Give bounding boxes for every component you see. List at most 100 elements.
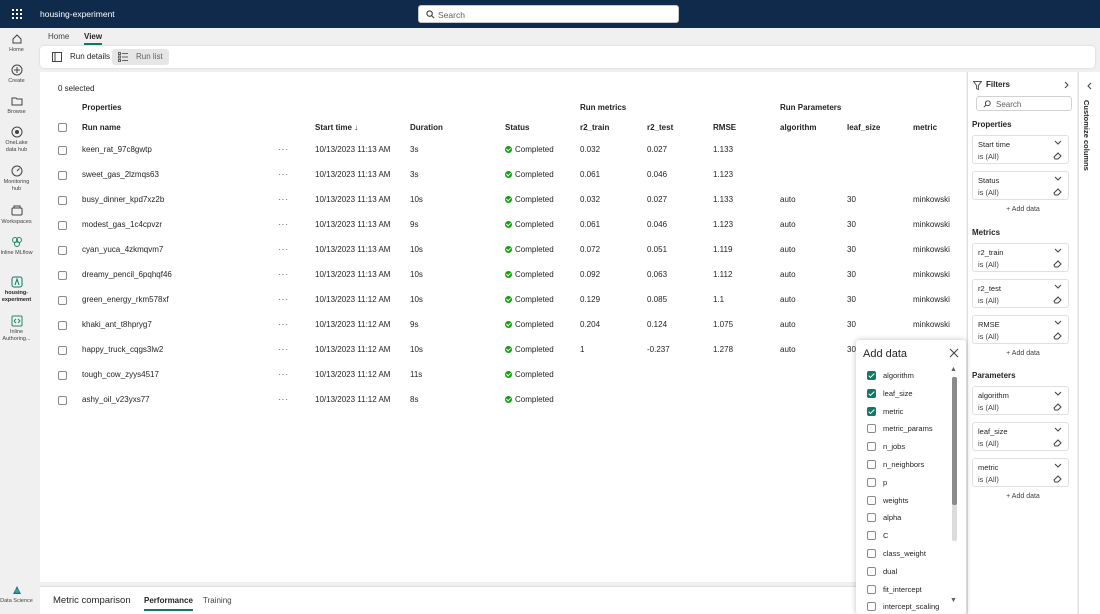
clear-filter-icon[interactable] [1053, 331, 1062, 340]
chevron-down-icon[interactable] [1054, 319, 1062, 326]
col-start-time[interactable]: Start time ↓ [315, 123, 358, 132]
table-row[interactable]: busy_dinner_kpd7xz2b ··· 10/13/2023 11:13 … [40, 195, 966, 220]
add-data-link[interactable]: + Add data [1006, 206, 1040, 213]
scroll-down-icon[interactable]: ▼ [950, 597, 957, 604]
col-algorithm[interactable]: algorithm [780, 123, 817, 132]
global-search-input[interactable]: Search [418, 5, 679, 23]
option-checkbox[interactable] [867, 442, 876, 452]
rail-browse[interactable]: Browse [0, 95, 33, 116]
table-row[interactable]: keen_rat_97c8gwtp ··· 10/13/2023 11:13 AM 3… [40, 145, 966, 170]
run-name-cell[interactable]: sweet_gas_2lzmqs63 [82, 170, 159, 179]
row-checkbox[interactable] [58, 321, 67, 330]
rail-monitoring[interactable]: Monitoring hub [0, 165, 33, 192]
tab-performance[interactable]: Performance [144, 596, 193, 611]
add-data-option[interactable]: n_neighbors [867, 460, 962, 472]
col-leaf-size[interactable]: leaf_size [847, 123, 881, 132]
filter-search-input[interactable]: Search [976, 96, 1072, 111]
clear-filter-icon[interactable] [1053, 474, 1062, 483]
more-options-icon[interactable]: ··· [278, 170, 289, 179]
filter-card[interactable]: leaf_size is (All) [972, 422, 1069, 451]
more-options-icon[interactable]: ··· [278, 320, 289, 329]
filter-card[interactable]: r2_test is (All) [972, 279, 1069, 308]
option-checkbox[interactable] [867, 371, 876, 380]
run-name-cell[interactable]: cyan_yuca_4zkmqvm7 [82, 245, 164, 254]
chevron-left-icon[interactable] [1086, 82, 1093, 90]
filter-card[interactable]: Start time is (All) [972, 135, 1069, 164]
run-name-cell[interactable]: ashy_oil_v23yxs77 [82, 395, 150, 404]
option-checkbox[interactable] [867, 424, 876, 434]
rail-onelake[interactable]: OneLake data hub [0, 126, 33, 153]
option-checkbox[interactable] [867, 495, 876, 505]
clear-filter-icon[interactable] [1053, 259, 1062, 268]
run-name-cell[interactable]: busy_dinner_kpd7xz2b [82, 195, 165, 204]
add-data-option[interactable]: dual [867, 566, 962, 579]
run-name-cell[interactable]: happy_truck_cqgs3lw2 [82, 345, 164, 354]
more-options-icon[interactable]: ··· [278, 295, 289, 304]
rail-inline-mlflow[interactable]: Inline MLflow [0, 236, 33, 257]
chevron-down-icon[interactable] [1054, 247, 1062, 254]
rail-inline-authoring[interactable]: Inline Authoring... [0, 315, 33, 342]
chevron-down-icon[interactable] [1054, 139, 1062, 146]
customize-columns-pane[interactable]: Customize columns [1078, 72, 1100, 614]
add-data-option[interactable]: intercept_scaling [867, 602, 962, 614]
col-status[interactable]: Status [505, 123, 530, 132]
add-data-link[interactable]: + Add data [1006, 493, 1040, 500]
run-name-cell[interactable]: tough_cow_zyys4517 [82, 370, 159, 379]
tab-home[interactable]: Home [48, 32, 70, 41]
table-row[interactable]: dreamy_pencil_6pqhqf46 ··· 10/13/2023 11:1… [40, 270, 966, 295]
table-row[interactable]: modest_gas_1c4cpvzr ··· 10/13/2023 11:13 A… [40, 220, 966, 245]
run-list-button[interactable]: Run list [112, 49, 169, 65]
table-row[interactable]: tough_cow_zyys4517 ··· 10/13/2023 11:12 AM… [40, 370, 966, 395]
table-row[interactable]: happy_truck_cqgs3lw2 ··· 10/13/2023 11:12 … [40, 345, 966, 370]
add-data-option[interactable]: weights [867, 495, 962, 508]
add-data-option[interactable]: fit_intercept [867, 584, 962, 597]
add-data-link[interactable]: + Add data [1006, 350, 1040, 357]
run-name-cell[interactable]: modest_gas_1c4cpvzr [82, 220, 163, 229]
row-checkbox[interactable] [58, 196, 67, 205]
rail-create[interactable]: Create [0, 64, 33, 85]
option-checkbox[interactable] [867, 584, 876, 594]
clear-filter-icon[interactable] [1053, 402, 1062, 411]
filter-card[interactable]: RMSE is (All) [972, 315, 1069, 344]
add-data-option[interactable]: n_jobs [867, 442, 962, 454]
table-row[interactable]: khaki_ant_t8hpryg7 ··· 10/13/2023 11:12 AM… [40, 320, 966, 345]
clear-filter-icon[interactable] [1053, 187, 1062, 196]
more-options-icon[interactable]: ··· [278, 370, 289, 379]
option-checkbox[interactable] [867, 531, 876, 541]
row-checkbox[interactable] [58, 396, 67, 405]
add-data-option[interactable]: leaf_size [867, 388, 962, 401]
more-options-icon[interactable]: ··· [278, 245, 289, 254]
clear-filter-icon[interactable] [1053, 438, 1062, 447]
option-checkbox[interactable] [867, 566, 876, 576]
run-name-cell[interactable]: keen_rat_97c8gwtp [82, 145, 152, 154]
collapse-filters-icon[interactable] [1063, 81, 1070, 89]
row-checkbox[interactable] [58, 271, 67, 280]
col-r2-train[interactable]: r2_train [580, 123, 610, 132]
clear-filter-icon[interactable] [1053, 295, 1062, 304]
option-checkbox[interactable] [867, 549, 876, 558]
option-checkbox[interactable] [867, 602, 876, 612]
option-checkbox[interactable] [867, 388, 876, 398]
more-options-icon[interactable]: ··· [278, 395, 289, 404]
tab-view[interactable]: View [84, 32, 103, 45]
more-options-icon[interactable]: ··· [278, 195, 289, 204]
run-name-cell[interactable]: green_energy_rkm578xf [82, 295, 169, 304]
add-data-option[interactable]: alpha [867, 513, 962, 525]
scroll-up-icon[interactable]: ▲ [950, 366, 957, 373]
rail-home[interactable]: Home [0, 33, 33, 54]
add-data-option[interactable]: metric_params [867, 424, 962, 436]
row-checkbox[interactable] [58, 171, 67, 180]
col-metric[interactable]: metric [913, 123, 938, 132]
more-options-icon[interactable]: ··· [278, 220, 289, 229]
row-checkbox[interactable] [58, 246, 67, 255]
rail-housing-experiment[interactable]: housing-experiment [0, 276, 33, 303]
chevron-down-icon[interactable] [1054, 390, 1062, 397]
option-checkbox[interactable] [867, 513, 876, 523]
option-checkbox[interactable] [867, 477, 876, 487]
table-row[interactable]: cyan_yuca_4zkmqvm7 ··· 10/13/2023 11:13 AM… [40, 245, 966, 270]
row-checkbox[interactable] [58, 221, 67, 230]
add-data-option[interactable]: algorithm [867, 371, 962, 383]
rail-data-science[interactable]: Data Science [0, 584, 33, 605]
add-data-option[interactable]: class_weight [867, 549, 962, 561]
table-row[interactable]: green_energy_rkm578xf ··· 10/13/2023 11:12… [40, 295, 966, 320]
